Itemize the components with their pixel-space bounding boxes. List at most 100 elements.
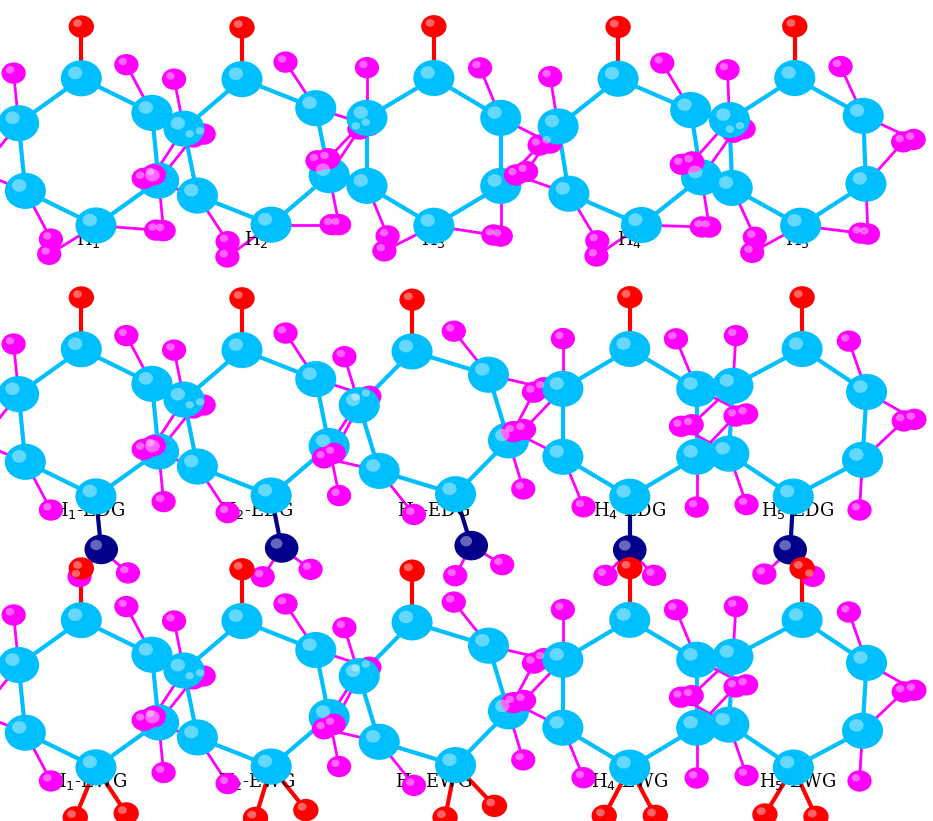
Circle shape xyxy=(234,21,243,28)
Circle shape xyxy=(346,393,360,406)
Circle shape xyxy=(0,376,39,412)
Circle shape xyxy=(896,135,904,142)
Circle shape xyxy=(316,148,341,169)
Circle shape xyxy=(685,497,709,518)
Circle shape xyxy=(316,722,325,729)
Circle shape xyxy=(114,802,139,821)
Circle shape xyxy=(309,157,350,193)
Circle shape xyxy=(114,54,138,76)
Circle shape xyxy=(642,565,666,586)
Circle shape xyxy=(293,799,318,821)
Circle shape xyxy=(468,627,509,663)
Circle shape xyxy=(716,713,730,726)
Circle shape xyxy=(39,499,63,521)
Circle shape xyxy=(542,642,583,678)
Circle shape xyxy=(723,406,747,427)
Circle shape xyxy=(6,337,14,345)
Circle shape xyxy=(511,750,536,771)
Circle shape xyxy=(782,67,796,79)
Circle shape xyxy=(664,328,689,350)
Circle shape xyxy=(841,605,849,612)
Circle shape xyxy=(0,647,39,683)
Circle shape xyxy=(186,672,194,680)
Circle shape xyxy=(681,159,722,195)
Circle shape xyxy=(468,57,493,79)
Circle shape xyxy=(782,331,823,367)
Circle shape xyxy=(271,539,283,548)
Circle shape xyxy=(728,599,736,607)
Circle shape xyxy=(485,228,494,236)
Circle shape xyxy=(339,388,380,424)
Circle shape xyxy=(146,709,154,717)
Circle shape xyxy=(532,138,540,145)
Circle shape xyxy=(527,135,551,156)
Circle shape xyxy=(229,609,243,621)
Circle shape xyxy=(842,442,883,478)
Circle shape xyxy=(621,207,662,243)
Circle shape xyxy=(295,90,336,126)
Circle shape xyxy=(68,608,82,621)
Circle shape xyxy=(273,52,298,73)
Circle shape xyxy=(468,356,509,392)
Circle shape xyxy=(196,669,204,677)
Circle shape xyxy=(683,445,698,458)
Circle shape xyxy=(163,382,204,418)
Circle shape xyxy=(550,328,575,349)
Circle shape xyxy=(251,749,292,785)
Circle shape xyxy=(773,750,814,786)
Circle shape xyxy=(216,231,240,252)
Circle shape xyxy=(146,167,154,175)
Circle shape xyxy=(73,291,82,298)
Circle shape xyxy=(516,694,524,701)
Circle shape xyxy=(6,112,20,124)
Circle shape xyxy=(677,99,691,111)
Circle shape xyxy=(302,367,317,380)
Circle shape xyxy=(220,506,229,513)
Circle shape xyxy=(114,325,138,346)
Circle shape xyxy=(0,105,39,141)
Circle shape xyxy=(736,122,745,130)
Circle shape xyxy=(67,566,91,587)
Circle shape xyxy=(355,57,379,78)
Circle shape xyxy=(617,756,631,768)
Circle shape xyxy=(609,750,650,786)
Circle shape xyxy=(740,241,764,263)
Circle shape xyxy=(518,164,527,172)
Circle shape xyxy=(352,393,360,401)
Circle shape xyxy=(728,328,736,336)
Circle shape xyxy=(728,409,736,416)
Circle shape xyxy=(361,660,370,667)
Circle shape xyxy=(118,599,127,607)
Circle shape xyxy=(555,332,564,339)
Circle shape xyxy=(723,677,747,698)
Circle shape xyxy=(526,385,535,392)
Circle shape xyxy=(532,377,556,398)
Circle shape xyxy=(454,531,488,561)
Circle shape xyxy=(331,218,340,225)
Circle shape xyxy=(331,488,340,496)
Circle shape xyxy=(773,535,807,565)
Circle shape xyxy=(258,213,272,226)
Circle shape xyxy=(848,222,872,244)
Circle shape xyxy=(221,61,262,97)
Circle shape xyxy=(251,478,292,514)
Circle shape xyxy=(669,686,693,708)
Circle shape xyxy=(803,805,829,821)
Circle shape xyxy=(446,595,454,603)
Circle shape xyxy=(907,412,915,420)
Circle shape xyxy=(171,658,185,672)
Circle shape xyxy=(139,101,153,114)
Circle shape xyxy=(689,216,714,237)
Circle shape xyxy=(650,53,675,74)
Circle shape xyxy=(668,603,676,610)
Circle shape xyxy=(676,438,717,475)
Circle shape xyxy=(757,567,765,575)
Circle shape xyxy=(617,557,643,580)
Circle shape xyxy=(146,711,160,723)
Circle shape xyxy=(366,459,381,472)
Circle shape xyxy=(536,652,544,659)
Circle shape xyxy=(728,680,736,687)
Circle shape xyxy=(352,664,360,672)
Circle shape xyxy=(6,383,20,395)
Circle shape xyxy=(6,654,20,666)
